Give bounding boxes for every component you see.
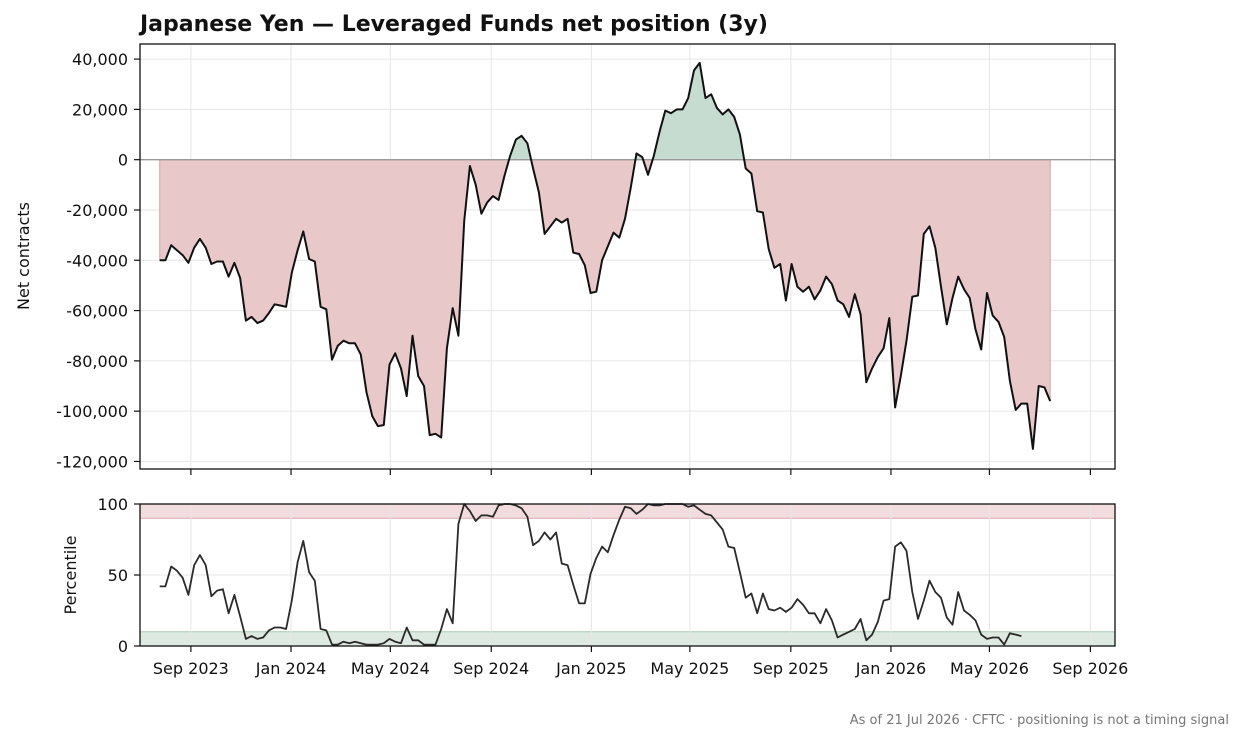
y-tick-label: 50 [108, 566, 128, 585]
net-position-y-ticks: 40,000 20,000 0 -20,000 -40,000 -60,000 -80,00… [56, 50, 140, 471]
x-tick-label: May 2025 [650, 659, 729, 678]
percentile-band-0 [140, 504, 1115, 519]
percentile-panel: 0 50 100 Sep 2023 Jan 2024 May 2024 Sep 2024 J… [61, 495, 1128, 678]
y-tick-label: 100 [97, 495, 128, 514]
net-position-frame [139, 43, 1116, 470]
x-tick-label: Sep 2023 [153, 659, 229, 678]
y-tick-label: -100,000 [56, 402, 128, 421]
y-tick-label: -40,000 [66, 251, 128, 270]
net-position-y-axis-label: Net contracts [14, 202, 33, 310]
x-tick-label: Jan 2024 [255, 659, 326, 678]
y-tick-label: 0 [118, 151, 128, 170]
percentile-y-ticks: 0 50 100 [97, 495, 140, 656]
x-tick-label: Sep 2024 [453, 659, 529, 678]
y-tick-label: -60,000 [66, 302, 128, 321]
net-position-area-fills [159, 61, 1051, 449]
x-tick-label: Jan 2025 [555, 659, 626, 678]
footer-note: As of 21 Jul 2026 · CFTC · positioning i… [850, 713, 1229, 728]
x-tick-label: May 2026 [950, 659, 1029, 678]
x-tick-label: Jan 2026 [855, 659, 926, 678]
percentile-band-1 [140, 631, 1115, 646]
y-tick-label: 20,000 [72, 100, 128, 119]
y-tick-label: -120,000 [56, 452, 128, 471]
percentile-line [159, 503, 1022, 646]
y-tick-label: 0 [118, 637, 128, 656]
net-position-x-ticks [190, 469, 1091, 475]
x-tick-label: Sep 2026 [1052, 659, 1128, 678]
x-tick-label: Sep 2025 [753, 659, 829, 678]
chart-title: Japanese Yen — Leveraged Funds net posit… [138, 12, 768, 37]
percentile-y-axis-label: Percentile [61, 536, 80, 615]
y-tick-label: -80,000 [66, 352, 128, 371]
net-position-panel: 40,000 20,000 0 -20,000 -40,000 -60,000 -80,00… [14, 43, 1116, 475]
x-tick-label: May 2024 [351, 659, 430, 678]
y-tick-label: 40,000 [72, 50, 128, 69]
net-position-line [159, 61, 1052, 450]
y-tick-label: -20,000 [66, 201, 128, 220]
percentile-x-ticks: Sep 2023 Jan 2024 May 2024 Sep 2024 Jan 2025… [153, 646, 1128, 678]
